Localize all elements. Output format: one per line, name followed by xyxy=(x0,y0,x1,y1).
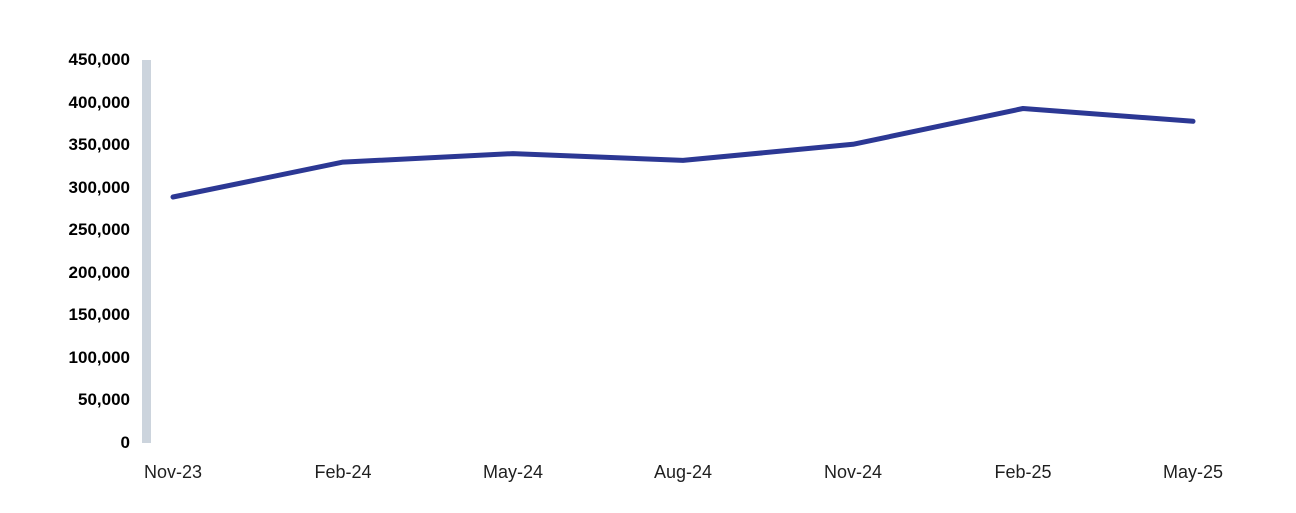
y-axis-bar xyxy=(142,60,151,443)
y-axis-tick-label: 250,000 xyxy=(68,220,130,240)
data-series-line xyxy=(170,106,1196,200)
y-axis-tick-label: 50,000 xyxy=(78,390,130,410)
y-axis-tick-label: 350,000 xyxy=(68,135,130,155)
y-axis-tick-label: 100,000 xyxy=(68,347,130,367)
x-axis-tick-label: Nov-24 xyxy=(823,462,883,482)
y-axis-tick-label: 300,000 xyxy=(68,177,130,197)
x-axis-tick-label: May-24 xyxy=(482,462,544,482)
x-axis-tick-label: Nov-23 xyxy=(143,462,203,482)
x-axis-tick-label: Feb-25 xyxy=(994,462,1052,482)
y-axis-tick-label: 450,000 xyxy=(68,50,130,69)
y-axis-tick-label: 400,000 xyxy=(68,92,130,112)
x-axis-tick-label: Aug-24 xyxy=(653,462,713,482)
y-axis-tick-label: 200,000 xyxy=(68,262,130,282)
x-axis-tick-label: Feb-24 xyxy=(314,462,372,482)
x-axis-tick-label: May-25 xyxy=(1162,462,1224,482)
y-axis-tick-label: 0 xyxy=(120,433,130,452)
y-axis-tick-label: 150,000 xyxy=(68,305,130,325)
